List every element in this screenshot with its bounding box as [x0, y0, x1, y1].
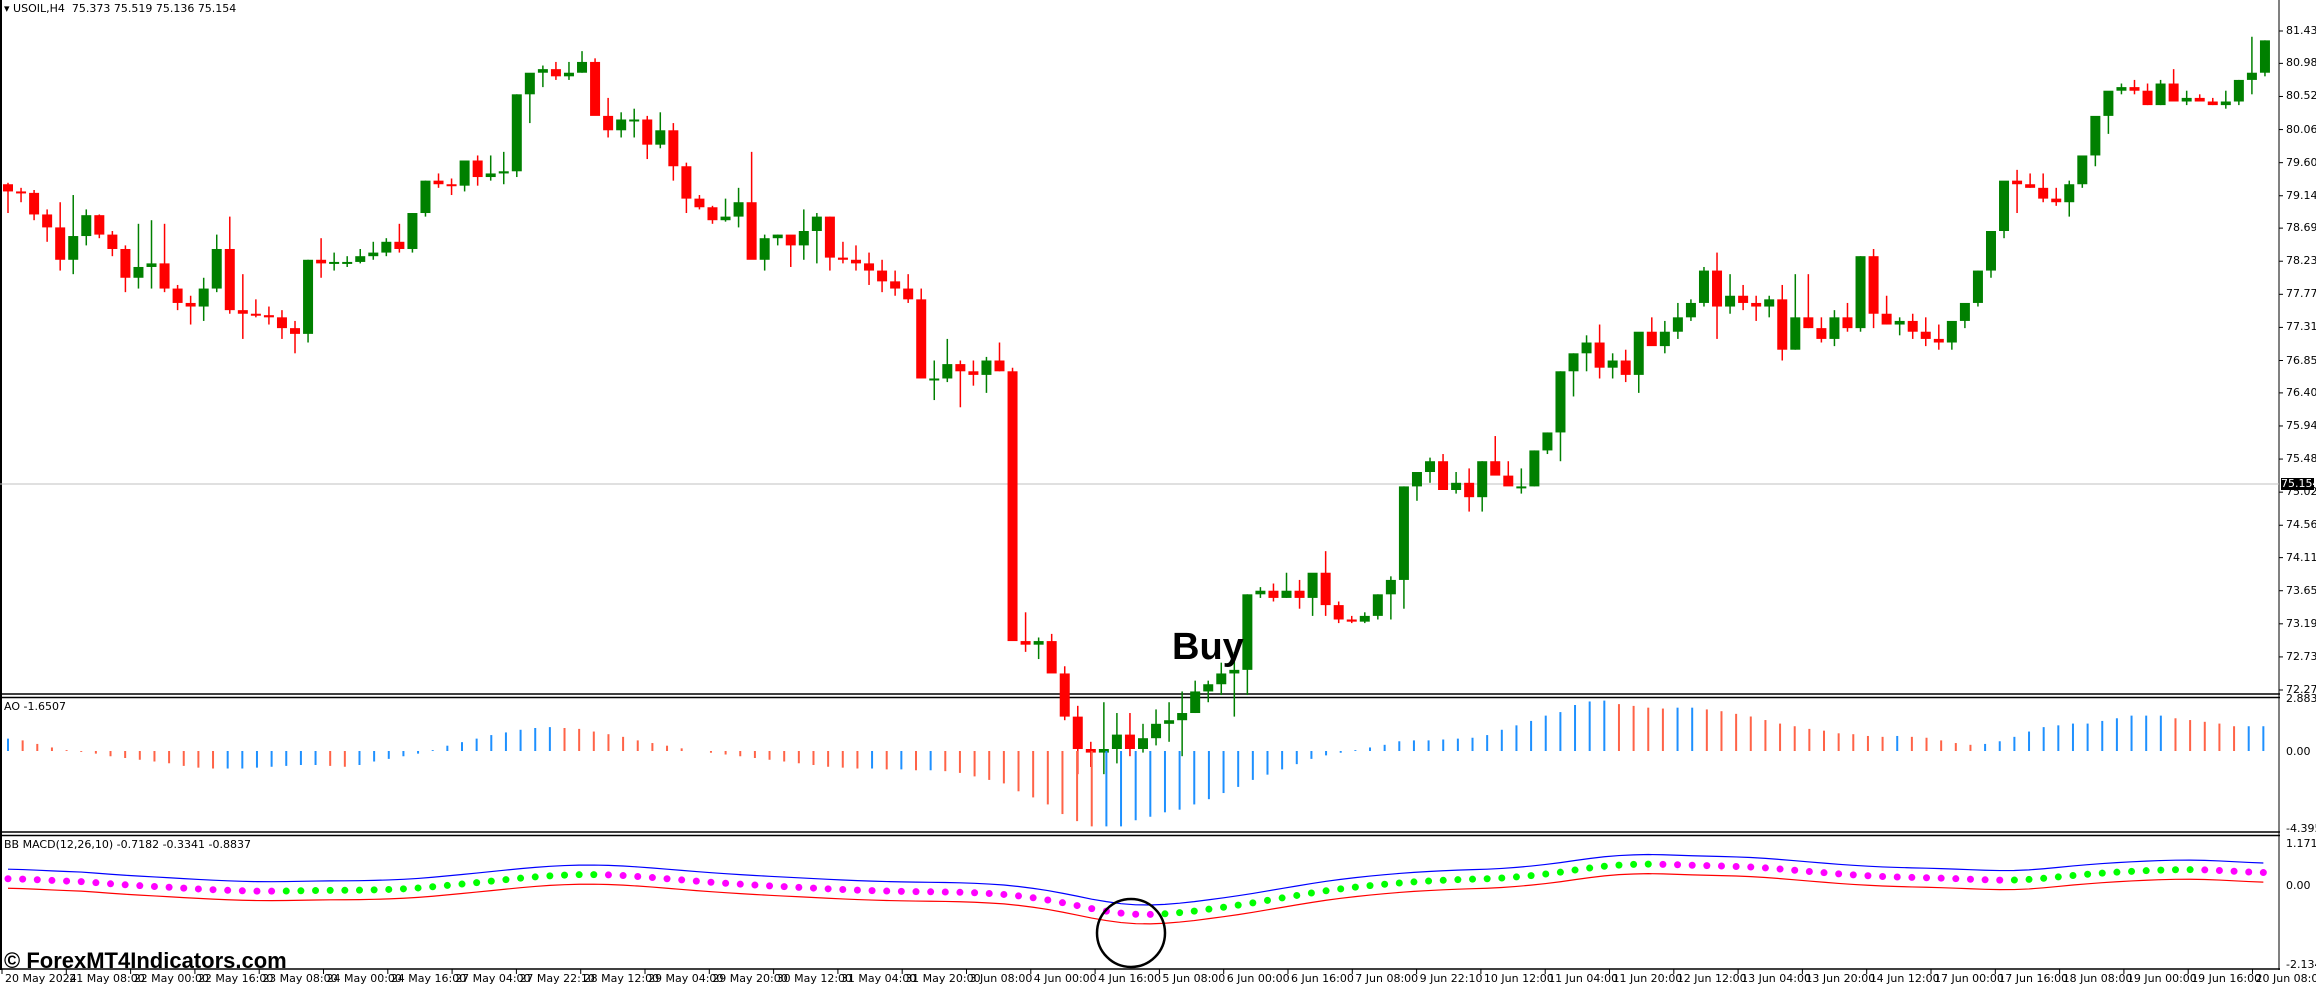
- panel-borders: [0, 0, 2280, 970]
- time-tick-label: 13 Jun 04:00: [1741, 972, 1811, 985]
- bb-macd-lines: [4, 853, 2267, 925]
- time-tick-label: 13 Jun 20:00: [1805, 972, 1876, 985]
- price-tick-label: 76.850: [2286, 353, 2316, 367]
- time-tick-label: 21 May 08:00: [69, 972, 145, 985]
- time-tick-label: 27 May 04:00: [455, 972, 531, 985]
- time-tick-label: 5 Jun 08:00: [1162, 972, 1226, 985]
- time-tick-label: 11 Jun 20:00: [1612, 972, 1683, 985]
- price-tick-label: 72.270: [2286, 683, 2316, 696]
- collapse-triangle-icon[interactable]: ▾: [4, 2, 14, 15]
- price-tick-label: 73.190: [2286, 616, 2316, 630]
- ao-header: AO -1.6507: [4, 700, 66, 713]
- time-tick-label: 30 May 12:00: [776, 972, 853, 985]
- time-tick-label: 4 Jun 00:00: [1033, 972, 1097, 985]
- ao-histogram: [7, 700, 2265, 827]
- time-tick-label: 29 May 04:00: [648, 972, 724, 985]
- price-tick-label: 73.650: [2286, 583, 2316, 597]
- current-price-badge: 75.154: [2281, 477, 2316, 490]
- time-tick-label: 22 May 00:00: [133, 972, 210, 985]
- time-tick-label: 23 May 08:00: [262, 972, 338, 985]
- price-tick-label: 74.110: [2286, 550, 2316, 564]
- time-tick-label: 19 Jun 00:00: [2126, 972, 2197, 985]
- price-tick-label: 79.600: [2286, 155, 2316, 169]
- ao-axis-max: 2.8832: [2286, 692, 2316, 705]
- price-tick-label: 76.400: [2286, 385, 2316, 399]
- price-tick-label: 75.940: [2286, 418, 2316, 432]
- time-tick-label: 7 Jun 08:00: [1355, 972, 1419, 985]
- price-tick-label: 74.560: [2286, 518, 2316, 532]
- price-tick-label: 78.230: [2286, 254, 2316, 268]
- time-tick-label: 3 Jun 08:00: [969, 972, 1033, 985]
- price-tick-label: 72.730: [2286, 649, 2316, 663]
- ao-axis-min: -4.3958: [2286, 822, 2316, 835]
- price-axis-ticks: [2279, 30, 2283, 691]
- price-tick-label: 77.770: [2286, 287, 2316, 301]
- candlestick-series: [3, 36, 2270, 775]
- macd-header: BB MACD(12,26,10) -0.7182 -0.3341 -0.883…: [4, 838, 251, 851]
- time-tick-label: 6 Jun 00:00: [1226, 972, 1290, 985]
- price-tick-label: 75.480: [2286, 452, 2316, 466]
- macd-axis-max: 1.1716: [2286, 837, 2316, 850]
- time-tick-label: 28 May 12:00: [583, 972, 660, 985]
- price-tick-label: 80.060: [2286, 122, 2316, 136]
- signal-circle: [1095, 897, 1167, 969]
- price-tick-label: 79.140: [2286, 188, 2316, 202]
- time-tick-label: 31 May 20:00: [905, 972, 981, 985]
- time-tick-label: 24 May 00:00: [326, 972, 402, 985]
- time-tick-label: 20 May 2024: [5, 972, 77, 985]
- symbol-ohlc: USOIL,H4 75.373 75.519 75.136 75.154: [13, 2, 237, 15]
- time-tick-label: 20 Jun 08:00: [2255, 972, 2316, 985]
- time-tick-label: 22 May 16:00: [197, 972, 274, 985]
- time-tick-label: 31 May 04:00: [840, 972, 917, 985]
- symbol-header: ▾ USOIL,H4 75.373 75.519 75.136 75.154: [4, 2, 236, 15]
- time-tick-label: 19 Jun 16:00: [2191, 972, 2262, 985]
- time-tick-label: 17 Jun 16:00: [1998, 972, 2069, 985]
- time-axis-ticks: [1, 969, 2253, 974]
- time-tick-label: 18 Jun 08:00: [2062, 972, 2133, 985]
- price-tick-label: 81.430: [2286, 24, 2316, 37]
- price-tick-label: 78.690: [2286, 221, 2316, 235]
- time-tick-label: 10 Jun 12:00: [1483, 972, 1554, 985]
- time-tick-label: 14 Jun 12:00: [1869, 972, 1940, 985]
- time-tick-label: 6 Jun 16:00: [1291, 972, 1354, 985]
- ao-axis-zero: 0.00: [2286, 745, 2311, 758]
- time-tick-label: 29 May 20:00: [712, 972, 788, 985]
- time-tick-label: 24 May 16:00: [390, 972, 467, 985]
- time-tick-label: 12 Jun 12:00: [1676, 972, 1747, 985]
- macd-axis-min: -2.1343: [2286, 958, 2316, 971]
- buy-signal-label: Buy: [1172, 626, 1244, 668]
- macd-axis-zero: 0.00: [2286, 879, 2311, 892]
- time-tick-label: 27 May 22:10: [519, 972, 595, 985]
- time-tick-label: 4 Jun 16:00: [1098, 972, 1161, 985]
- watermark: © ForexMT4Indicators.com: [4, 948, 287, 973]
- time-tick-label: 9 Jun 22:10: [1419, 972, 1483, 985]
- price-tick-label: 77.310: [2286, 320, 2316, 334]
- time-tick-label: 11 Jun 04:00: [1548, 972, 1619, 985]
- price-tick-label: 80.520: [2286, 89, 2316, 103]
- time-tick-label: 17 Jun 00:00: [1934, 972, 2004, 985]
- price-tick-label: 80.980: [2286, 56, 2316, 70]
